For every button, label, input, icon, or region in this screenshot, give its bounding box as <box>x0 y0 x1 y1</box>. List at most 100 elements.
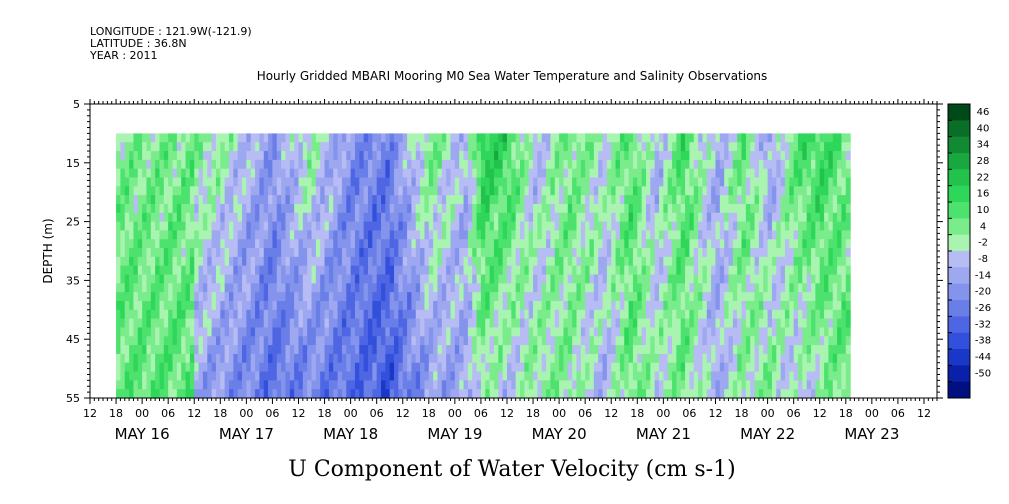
heatmap-cell <box>255 151 260 161</box>
heatmap-cell <box>619 389 625 399</box>
heatmap-cell <box>559 371 565 381</box>
heatmap-cell <box>628 195 634 205</box>
heatmap-cell <box>576 239 582 249</box>
heatmap-cell <box>706 362 712 373</box>
heatmap-cell <box>415 256 421 267</box>
heatmap-cell <box>789 221 795 232</box>
heatmap-cell <box>463 159 469 170</box>
heatmap-cell <box>163 230 169 240</box>
heatmap-cell <box>354 362 360 373</box>
heatmap-cell <box>724 336 730 346</box>
heatmap-cell <box>346 309 352 320</box>
heatmap-cell <box>654 142 660 152</box>
heatmap-cell <box>142 195 148 205</box>
heatmap-cell <box>194 283 200 293</box>
heatmap-cell <box>524 230 530 240</box>
heatmap-cell <box>676 309 682 320</box>
heatmap-cell <box>502 195 508 205</box>
heatmap-cell <box>211 239 217 249</box>
heatmap-cell <box>498 336 504 346</box>
heatmap-cell <box>493 186 499 196</box>
heatmap-cell <box>541 318 547 329</box>
heatmap-cell <box>789 133 795 143</box>
heatmap-cell <box>407 380 413 390</box>
heatmap-cell <box>346 248 352 258</box>
heatmap-cell <box>320 256 326 267</box>
heatmap-cell <box>546 186 552 196</box>
heatmap-cell <box>116 151 121 161</box>
heatmap-cell <box>693 142 699 152</box>
heatmap-cell <box>819 256 825 267</box>
heatmap-cell <box>711 283 717 293</box>
heatmap-cell <box>763 230 769 240</box>
heatmap-cell <box>645 239 651 249</box>
heatmap-cell <box>168 203 174 214</box>
heatmap-cell <box>576 274 582 284</box>
heatmap-cell <box>220 353 226 364</box>
heatmap-cell <box>489 380 495 390</box>
heatmap-cell <box>567 230 573 240</box>
heatmap-cell <box>446 186 452 196</box>
heatmap-cell <box>593 168 599 179</box>
heatmap-cell <box>159 159 165 170</box>
heatmap-cell <box>645 318 651 329</box>
heatmap-cell <box>268 159 274 170</box>
heatmap-cell <box>420 362 426 373</box>
heatmap-cell <box>784 353 790 364</box>
heatmap-cell <box>211 371 217 381</box>
heatmap-cell <box>189 195 195 205</box>
heatmap-cell <box>407 142 413 152</box>
heatmap-cell <box>333 292 339 302</box>
heatmap-cell <box>472 318 478 329</box>
heatmap-cell <box>741 186 747 196</box>
heatmap-cell <box>328 221 334 232</box>
heatmap-cell <box>333 203 339 214</box>
heatmap-cell <box>798 212 803 223</box>
heatmap-cell <box>233 362 239 373</box>
heatmap-cell <box>242 203 247 214</box>
heatmap-cell <box>654 186 660 196</box>
heatmap-cell <box>207 159 213 170</box>
heatmap-cell <box>263 327 269 337</box>
heatmap-cell <box>672 353 677 364</box>
heatmap-cell <box>776 265 782 276</box>
heatmap-cell <box>819 371 825 381</box>
heatmap-cell <box>485 168 491 179</box>
heatmap-cell <box>524 203 530 214</box>
heatmap-cell <box>754 248 760 258</box>
heatmap-cell <box>302 327 308 337</box>
heatmap-cell <box>641 389 647 399</box>
heatmap-cell <box>185 239 191 249</box>
heatmap-cell <box>233 195 239 205</box>
heatmap-cell <box>567 177 573 187</box>
heatmap-cell <box>372 274 378 284</box>
heatmap-cell <box>116 248 121 258</box>
heatmap-cell <box>459 389 465 399</box>
heatmap-cell <box>354 345 360 355</box>
heatmap-cell <box>376 221 382 232</box>
heatmap-cell <box>298 195 304 205</box>
heatmap-cell <box>215 133 221 143</box>
heatmap-cell <box>745 168 751 179</box>
heatmap-cell <box>784 195 790 205</box>
heatmap-cell <box>263 309 269 320</box>
heatmap-cell <box>259 318 265 329</box>
heatmap-cell <box>515 212 521 223</box>
heatmap-cell <box>246 256 252 267</box>
heatmap-cell <box>272 292 278 302</box>
heatmap-cell <box>832 142 838 152</box>
heatmap-cell <box>637 151 643 161</box>
heatmap-cell <box>272 239 278 249</box>
heatmap-cell <box>641 203 647 214</box>
heatmap-cell <box>272 353 278 364</box>
heatmap-cell <box>567 300 573 311</box>
heatmap-cell <box>476 380 482 390</box>
heatmap-cell <box>324 318 330 329</box>
heatmap-cell <box>837 186 843 196</box>
heatmap-cell <box>242 371 247 381</box>
heatmap-cell <box>198 283 204 293</box>
heatmap-cell <box>437 389 443 399</box>
heatmap-cell <box>367 151 373 161</box>
heatmap-cell <box>789 151 795 161</box>
heatmap-cell <box>281 177 287 187</box>
